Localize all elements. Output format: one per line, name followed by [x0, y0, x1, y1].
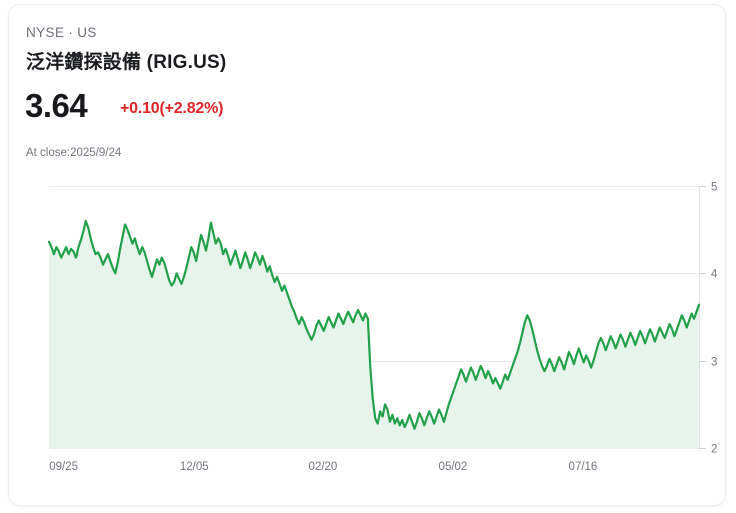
region-label: US	[77, 25, 97, 40]
current-price: 3.64	[25, 87, 88, 124]
x-axis-label: 07/16	[569, 461, 598, 473]
market-status: At close:2025/9/24	[26, 147, 122, 159]
x-axis-label: 12/05	[180, 461, 209, 473]
exchange-name: NYSE	[26, 25, 65, 40]
y-axis-labels: 2 3 4 5	[711, 182, 718, 456]
x-axis-label: 09/25	[49, 461, 78, 473]
chart-svg: 2 3 4 5 09/25 12/05 02/20 05/02 07/16	[47, 182, 718, 473]
series-line	[47, 219, 701, 430]
stock-quote-card: NYSE · US 泛洋鑽探設備 (RIG.US) 3.64 +0.10(+2.82…	[8, 4, 726, 506]
page-title: 泛洋鑽探設備 (RIG.US)	[26, 52, 227, 73]
x-axis-label: 05/02	[439, 461, 468, 473]
x-axis-label: 02/20	[309, 461, 338, 473]
y-axis-label: 3	[711, 357, 717, 369]
y-axis-label: 4	[711, 269, 718, 281]
exchange-region: NYSE · US	[26, 25, 97, 40]
y-axis-label: 2	[711, 444, 717, 456]
chart-tickmarks	[699, 186, 706, 449]
series-area-fill	[49, 220, 699, 448]
x-axis-labels: 09/25 12/05 02/20 05/02 07/16	[49, 461, 597, 473]
separator-dot: ·	[68, 25, 74, 40]
price-area-chart[interactable]: 2 3 4 5 09/25 12/05 02/20 05/02 07/16	[9, 165, 725, 485]
y-axis-label: 5	[711, 182, 717, 194]
price-change: +0.10(+2.82%)	[120, 100, 224, 117]
